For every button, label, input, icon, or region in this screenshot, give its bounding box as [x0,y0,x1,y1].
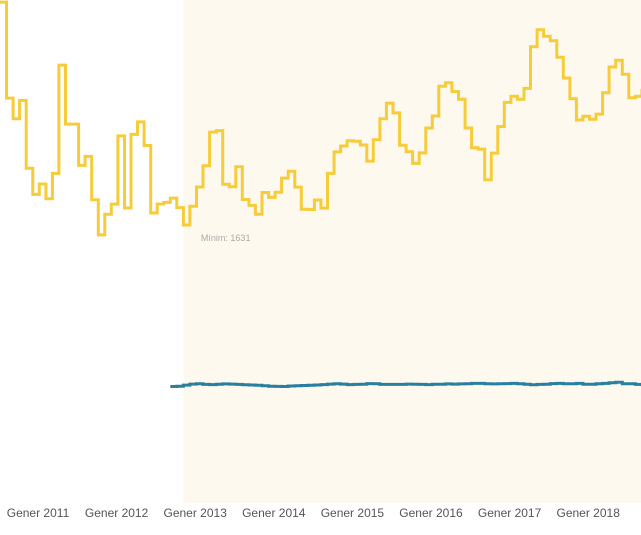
x-tick-label: Gener 2018 [557,506,621,520]
x-tick-label: Gener 2017 [478,506,542,520]
series-line-2 [170,380,641,388]
x-tick-label: Gener 2012 [85,506,149,520]
highlight-band [183,0,641,503]
x-tick-label: Gener 2014 [242,506,306,520]
x-axis: Gener 2011 Gener 2012 Gener 2013 Gener 2014… [7,506,620,520]
x-tick-label: Gener 2013 [164,506,228,520]
x-tick-label: Gener 2016 [399,506,463,520]
annotation-layer: Mínim: 1631 [201,233,251,243]
minimum-annotation: Mínim: 1631 [201,233,251,243]
series-line-1 [0,0,641,237]
x-tick-label: Gener 2015 [321,506,385,520]
x-tick-label: Gener 2011 [7,506,70,520]
series-layer [0,0,641,388]
